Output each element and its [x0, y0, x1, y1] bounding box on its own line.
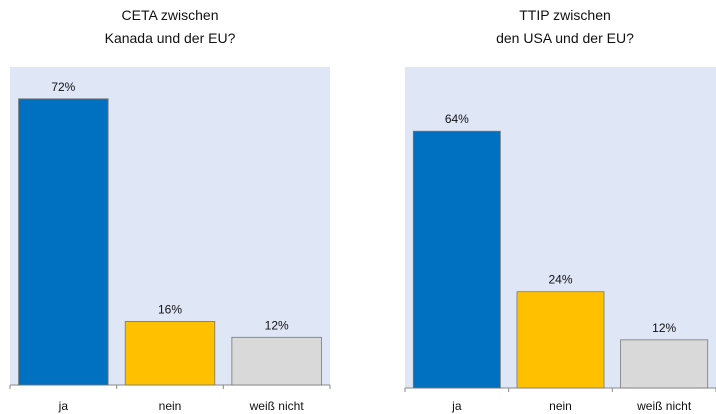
bar — [124, 320, 216, 386]
chart-title: TTIP zwischen den USA und der EU? — [496, 7, 634, 46]
value-label: 64% — [445, 112, 469, 126]
x-tick-label: ja — [451, 399, 462, 413]
x-tick-label: ja — [58, 399, 69, 413]
bar — [231, 336, 322, 386]
bar — [412, 130, 501, 389]
value-label: 24% — [548, 273, 572, 287]
value-label: 12% — [265, 318, 289, 332]
x-tick-label: weiß nicht — [249, 399, 305, 413]
bar — [620, 339, 709, 389]
bar — [18, 98, 109, 386]
value-label: 72% — [51, 80, 75, 94]
x-tick-label: weiß nicht — [636, 399, 692, 413]
value-label: 16% — [158, 302, 182, 316]
value-label: 12% — [652, 321, 676, 335]
x-tick-label: nein — [159, 399, 182, 413]
x-tick-label: nein — [549, 399, 572, 413]
chart-title: CETA zwischen Kanada und der EU? — [104, 7, 236, 46]
bar — [516, 291, 605, 389]
